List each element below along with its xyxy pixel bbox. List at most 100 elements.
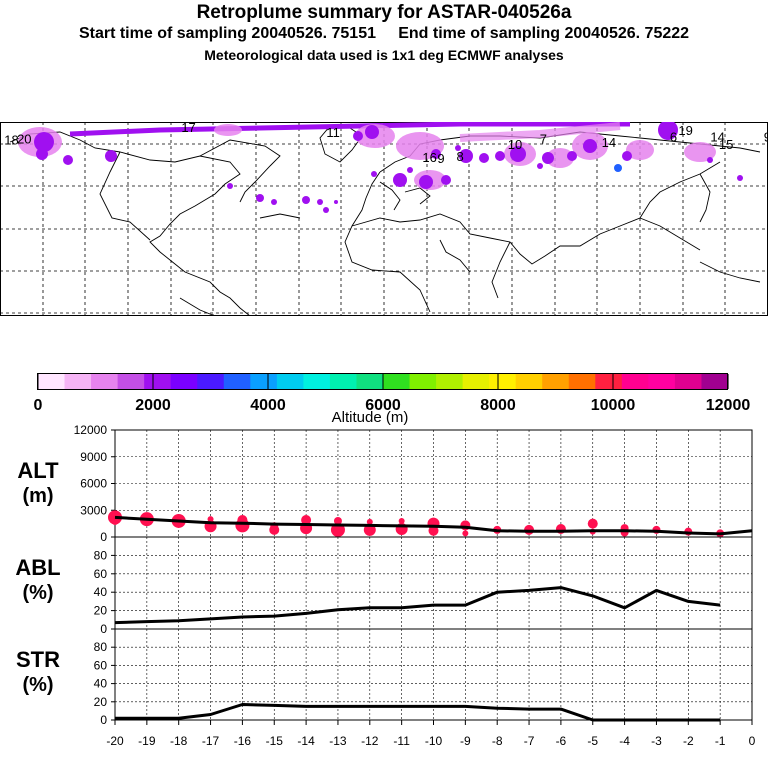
y-tick-label: 60 [94,658,108,672]
alt-panel: 0 3000 6000 9000 12000 ALT(m) [17,423,753,544]
x-tick-label: -4 [619,734,630,748]
colorbar-swatch [223,374,251,389]
map-label: 14 [602,135,616,150]
y-tick-label: 3000 [80,503,107,517]
sampling-times: Start time of sampling 20040526. 75151 E… [0,25,768,43]
colorbar-swatch [91,374,119,389]
map-label: 17 [181,122,195,135]
x-tick-label: -8 [492,734,503,748]
colorbar-swatch [144,374,172,389]
colorbar-swatch [356,374,384,389]
colorbar-swatch [621,374,649,389]
altitude-point [587,518,598,529]
map-label: 18 [4,133,18,148]
colorbar-swatch [303,374,331,389]
colorbar-tick-labels: 0 2000 4000 6000 8000 10000 12000 [34,374,751,414]
map-label: 15 [719,137,733,152]
colorbar-swatch [595,374,623,389]
colorbar-tick-label: 6000 [365,397,401,414]
altitude-point [333,516,342,525]
x-tick-label: -5 [587,734,598,748]
x-tick-label: -16 [234,734,252,748]
y-tick-label: 20 [94,695,108,709]
x-tick-label: -14 [297,734,315,748]
altitude-point [301,515,312,526]
end-time-label: End time of sampling 20040526. 75222 [398,25,690,42]
map-label: 14 [710,129,724,144]
map-label: 20 [17,132,31,147]
x-tick-label: -10 [425,734,443,748]
colorbar-tick-label: 8000 [480,397,516,414]
x-tick-label: -18 [170,734,188,748]
panel-unit: (%) [22,674,53,696]
map-label: 11 [326,125,340,140]
page-title: Retroplume summary for ASTAR-040526a [196,2,572,23]
colorbar-swatch [276,374,304,389]
x-tick-label: -2 [683,734,694,748]
y-tick-label: 0 [100,530,107,544]
retroplume-track [18,122,743,213]
y-tick-label: 0 [100,622,107,636]
colorbar-swatch [117,374,145,389]
altitude-point [398,517,405,524]
colorbar-swatch [489,374,517,389]
x-tick-label: -13 [329,734,347,748]
altitude-colorbar: 0 2000 4000 6000 8000 10000 12000 Altitude (m) [34,373,751,426]
y-tick-label: 0 [100,713,107,727]
y-tick-label: 40 [94,585,108,599]
map-label: 16 [422,150,436,165]
altitude-point [366,518,373,525]
series-line [114,515,753,536]
colorbar-label: Altitude (m) [332,409,409,426]
y-tick-label: 20 [94,604,108,618]
colorbar-tick-label: 0 [34,397,43,414]
y-tick-label: 80 [94,548,108,562]
x-tick-label: -6 [556,734,567,748]
colorbar-swatch [648,374,676,389]
colorbar-swatch [462,374,490,389]
colorbar-tick-label: 2000 [135,397,171,414]
panel-title: ALT [17,458,59,483]
start-time-label: Start time of sampling 20040526. 75151 [78,25,376,42]
altitude-point [207,516,214,523]
colorbar-swatch [329,374,358,389]
series-line [114,586,721,625]
colorbar-swatch [542,374,570,389]
colorbar-swatch [701,374,729,389]
map-label: 10 [508,137,522,152]
colorbar-swatch [38,374,66,389]
map-label: 6 [670,129,677,144]
y-tick-label: 40 [94,677,108,691]
colorbar-swatch [383,374,411,389]
colorbar-tick-label: 10000 [591,397,636,414]
colorbar-tick-label: 4000 [250,397,286,414]
map-label: 7 [540,132,547,147]
map-label: 9 [764,129,768,144]
y-tick-label: 9000 [80,450,107,464]
x-tick-label: -15 [266,734,284,748]
map-label: 9 [437,151,444,166]
colorbar-tick-label: 12000 [706,397,751,414]
x-tick-label: -12 [361,734,379,748]
x-tick-label: -9 [460,734,471,748]
panel-title: STR [16,647,60,672]
colorbar-swatch [674,374,703,389]
colorbar-swatch [250,374,278,389]
colorbar-swatch [409,374,437,389]
x-tick-label: 0 [749,734,756,748]
abl-panel: 0 20 40 60 80 ABL(%) [15,536,753,636]
altitude-point [428,525,439,536]
x-tick-label: -20 [106,734,124,748]
colorbar-swatch [568,374,596,389]
panel-unit: (m) [22,485,53,507]
x-tick-label: -7 [524,734,535,748]
x-tick-label: -3 [651,734,662,748]
met-data-label: Meteorological data used is 1x1 deg ECMW… [204,47,564,63]
panel-unit: (%) [22,582,53,604]
series-line [115,703,721,722]
colorbar-swatch [170,374,198,389]
